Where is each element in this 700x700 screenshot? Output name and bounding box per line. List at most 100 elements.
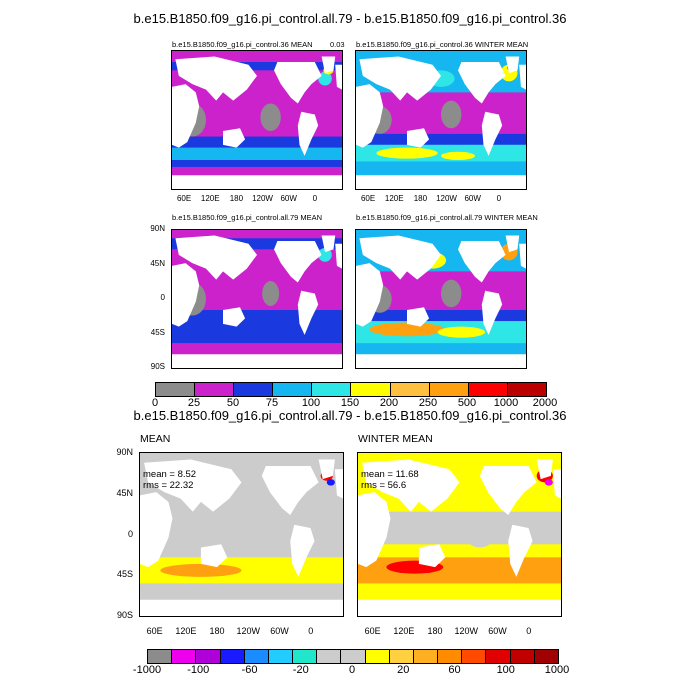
lat-label: 90S <box>116 610 133 620</box>
colorbar-swatch <box>273 383 313 396</box>
colorbar-swatch <box>268 650 294 663</box>
colorbar-swatch <box>317 650 342 663</box>
colorbar-swatch <box>220 650 245 663</box>
lon-label: 120W <box>454 626 479 636</box>
panel-title-5: MEAN <box>140 433 171 445</box>
colorbar-swatch <box>293 650 318 663</box>
map-panel-4 <box>355 229 527 369</box>
map-panel-2 <box>355 50 527 190</box>
lat-label: 90N <box>150 224 165 233</box>
lat-label: 90N <box>116 447 133 457</box>
panel-title-4: b.e15.B1850.f09_g16.pi_control.all.79 WI… <box>356 213 538 222</box>
lon-label: 120W <box>236 626 261 636</box>
lat-label: 45S <box>150 327 165 337</box>
map-panel-3 <box>171 229 343 369</box>
lon-label: 120W <box>436 194 457 203</box>
lat-label: 45N <box>116 487 133 498</box>
map-panel-6 <box>357 452 562 617</box>
colorbar-swatch <box>172 650 197 663</box>
colorbar-swatch <box>510 650 535 663</box>
lon-label: 0 <box>496 194 502 203</box>
lat-label: 90S <box>150 362 165 371</box>
lat-label: 45S <box>116 569 133 580</box>
lat-label: 0 <box>127 528 133 539</box>
lon-label: 0 <box>312 194 318 203</box>
colorbar-label: 0 <box>348 664 356 676</box>
lon-label: 60E <box>146 626 163 636</box>
colorbar-swatch <box>390 383 430 396</box>
difference-title: b.e15.B1850.f09_g16.pi_control.all.79 - … <box>133 408 567 423</box>
colorbar-swatch <box>534 650 558 663</box>
colorbar-label: 2000 <box>532 397 558 409</box>
colorbar-swatch <box>413 650 439 663</box>
colorbar-label: -60 <box>241 664 258 676</box>
colorbar-label: 0 <box>151 397 159 409</box>
colorbar-swatch <box>462 650 487 663</box>
lon-label: 120W <box>252 194 273 203</box>
lon-label: 60E <box>176 194 192 203</box>
colorbar-label: 500 <box>457 397 477 409</box>
lon-label: 0 <box>308 626 314 636</box>
lon-label: 120E <box>393 626 415 636</box>
colorbar-label: 1000 <box>544 664 570 676</box>
colorbar-label: 60 <box>448 664 461 676</box>
colorbar-label: 100 <box>496 664 515 676</box>
lon-label: 120E <box>200 194 220 203</box>
colorbar-label: 75 <box>265 397 279 409</box>
panel-title-1: b.e15.B1850.f09_g16.pi_control.36 MEAN <box>172 40 313 49</box>
panel-title-3: b.e15.B1850.f09_g16.pi_control.all.79 ME… <box>172 213 323 222</box>
lon-label: 60W <box>270 626 289 636</box>
colorbar-label: 50 <box>226 397 240 409</box>
colorbar-top <box>155 382 547 397</box>
colorbar-swatch <box>389 650 414 663</box>
colorbar-label: 200 <box>379 397 399 409</box>
mean-stat-5: mean = 8.52 <box>143 469 197 480</box>
lat-label: 45N <box>150 258 165 268</box>
lon-label: 60W <box>488 626 507 636</box>
colorbar-swatch <box>365 650 390 663</box>
lon-label: 180 <box>427 626 443 636</box>
colorbar-swatch <box>156 383 196 396</box>
lat-label: 0 <box>160 293 165 302</box>
panel-title-2: b.e15.B1850.f09_g16.pi_control.36 WINTER… <box>356 40 529 49</box>
colorbar-label: 20 <box>397 664 410 676</box>
lon-label: 60W <box>280 194 297 203</box>
lon-label: 60E <box>364 626 381 636</box>
colorbar-swatch <box>438 650 463 663</box>
colorbar-swatch <box>312 383 352 396</box>
colorbar-swatch <box>148 650 173 663</box>
map-panel-5 <box>139 452 344 617</box>
lon-label: 180 <box>413 194 428 203</box>
lon-label: 180 <box>209 626 225 636</box>
map-panel-1 <box>171 50 343 190</box>
figure-title: b.e15.B1850.f09_g16.pi_control.all.79 - … <box>133 11 567 26</box>
colorbar-swatch <box>195 383 235 396</box>
colorbar-label: 25 <box>187 397 201 409</box>
colorbar-swatch <box>234 383 274 396</box>
colorbar-label: -100 <box>187 664 210 676</box>
colorbar-swatch <box>468 383 508 396</box>
colorbar-swatch <box>244 650 269 663</box>
lon-label: 120E <box>175 626 197 636</box>
colorbar-swatch <box>351 383 391 396</box>
lon-label: 120E <box>384 194 404 203</box>
rms-stat-5: rms = 22.32 <box>143 480 194 491</box>
colorbar-swatch <box>486 650 511 663</box>
colorbar-label: 150 <box>340 397 360 409</box>
panel-corner-value: 0.03 <box>330 40 345 49</box>
colorbar-label: -20 <box>292 664 309 676</box>
colorbar-swatch <box>196 650 221 663</box>
lon-label: 0 <box>526 626 532 636</box>
lon-label: 180 <box>229 194 244 203</box>
lon-label: 60W <box>464 194 481 203</box>
colorbar-swatch <box>507 383 546 396</box>
colorbar-bottom <box>147 649 559 664</box>
colorbar-swatch <box>341 650 366 663</box>
lon-label: 60E <box>360 194 376 203</box>
colorbar-swatch <box>429 383 469 396</box>
colorbar-label: 100 <box>301 397 321 409</box>
panel-title-6: WINTER MEAN <box>358 433 433 445</box>
mean-stat-6: mean = 11.68 <box>361 469 419 480</box>
colorbar-label: 1000 <box>493 397 519 409</box>
colorbar-label: -1000 <box>132 664 162 676</box>
